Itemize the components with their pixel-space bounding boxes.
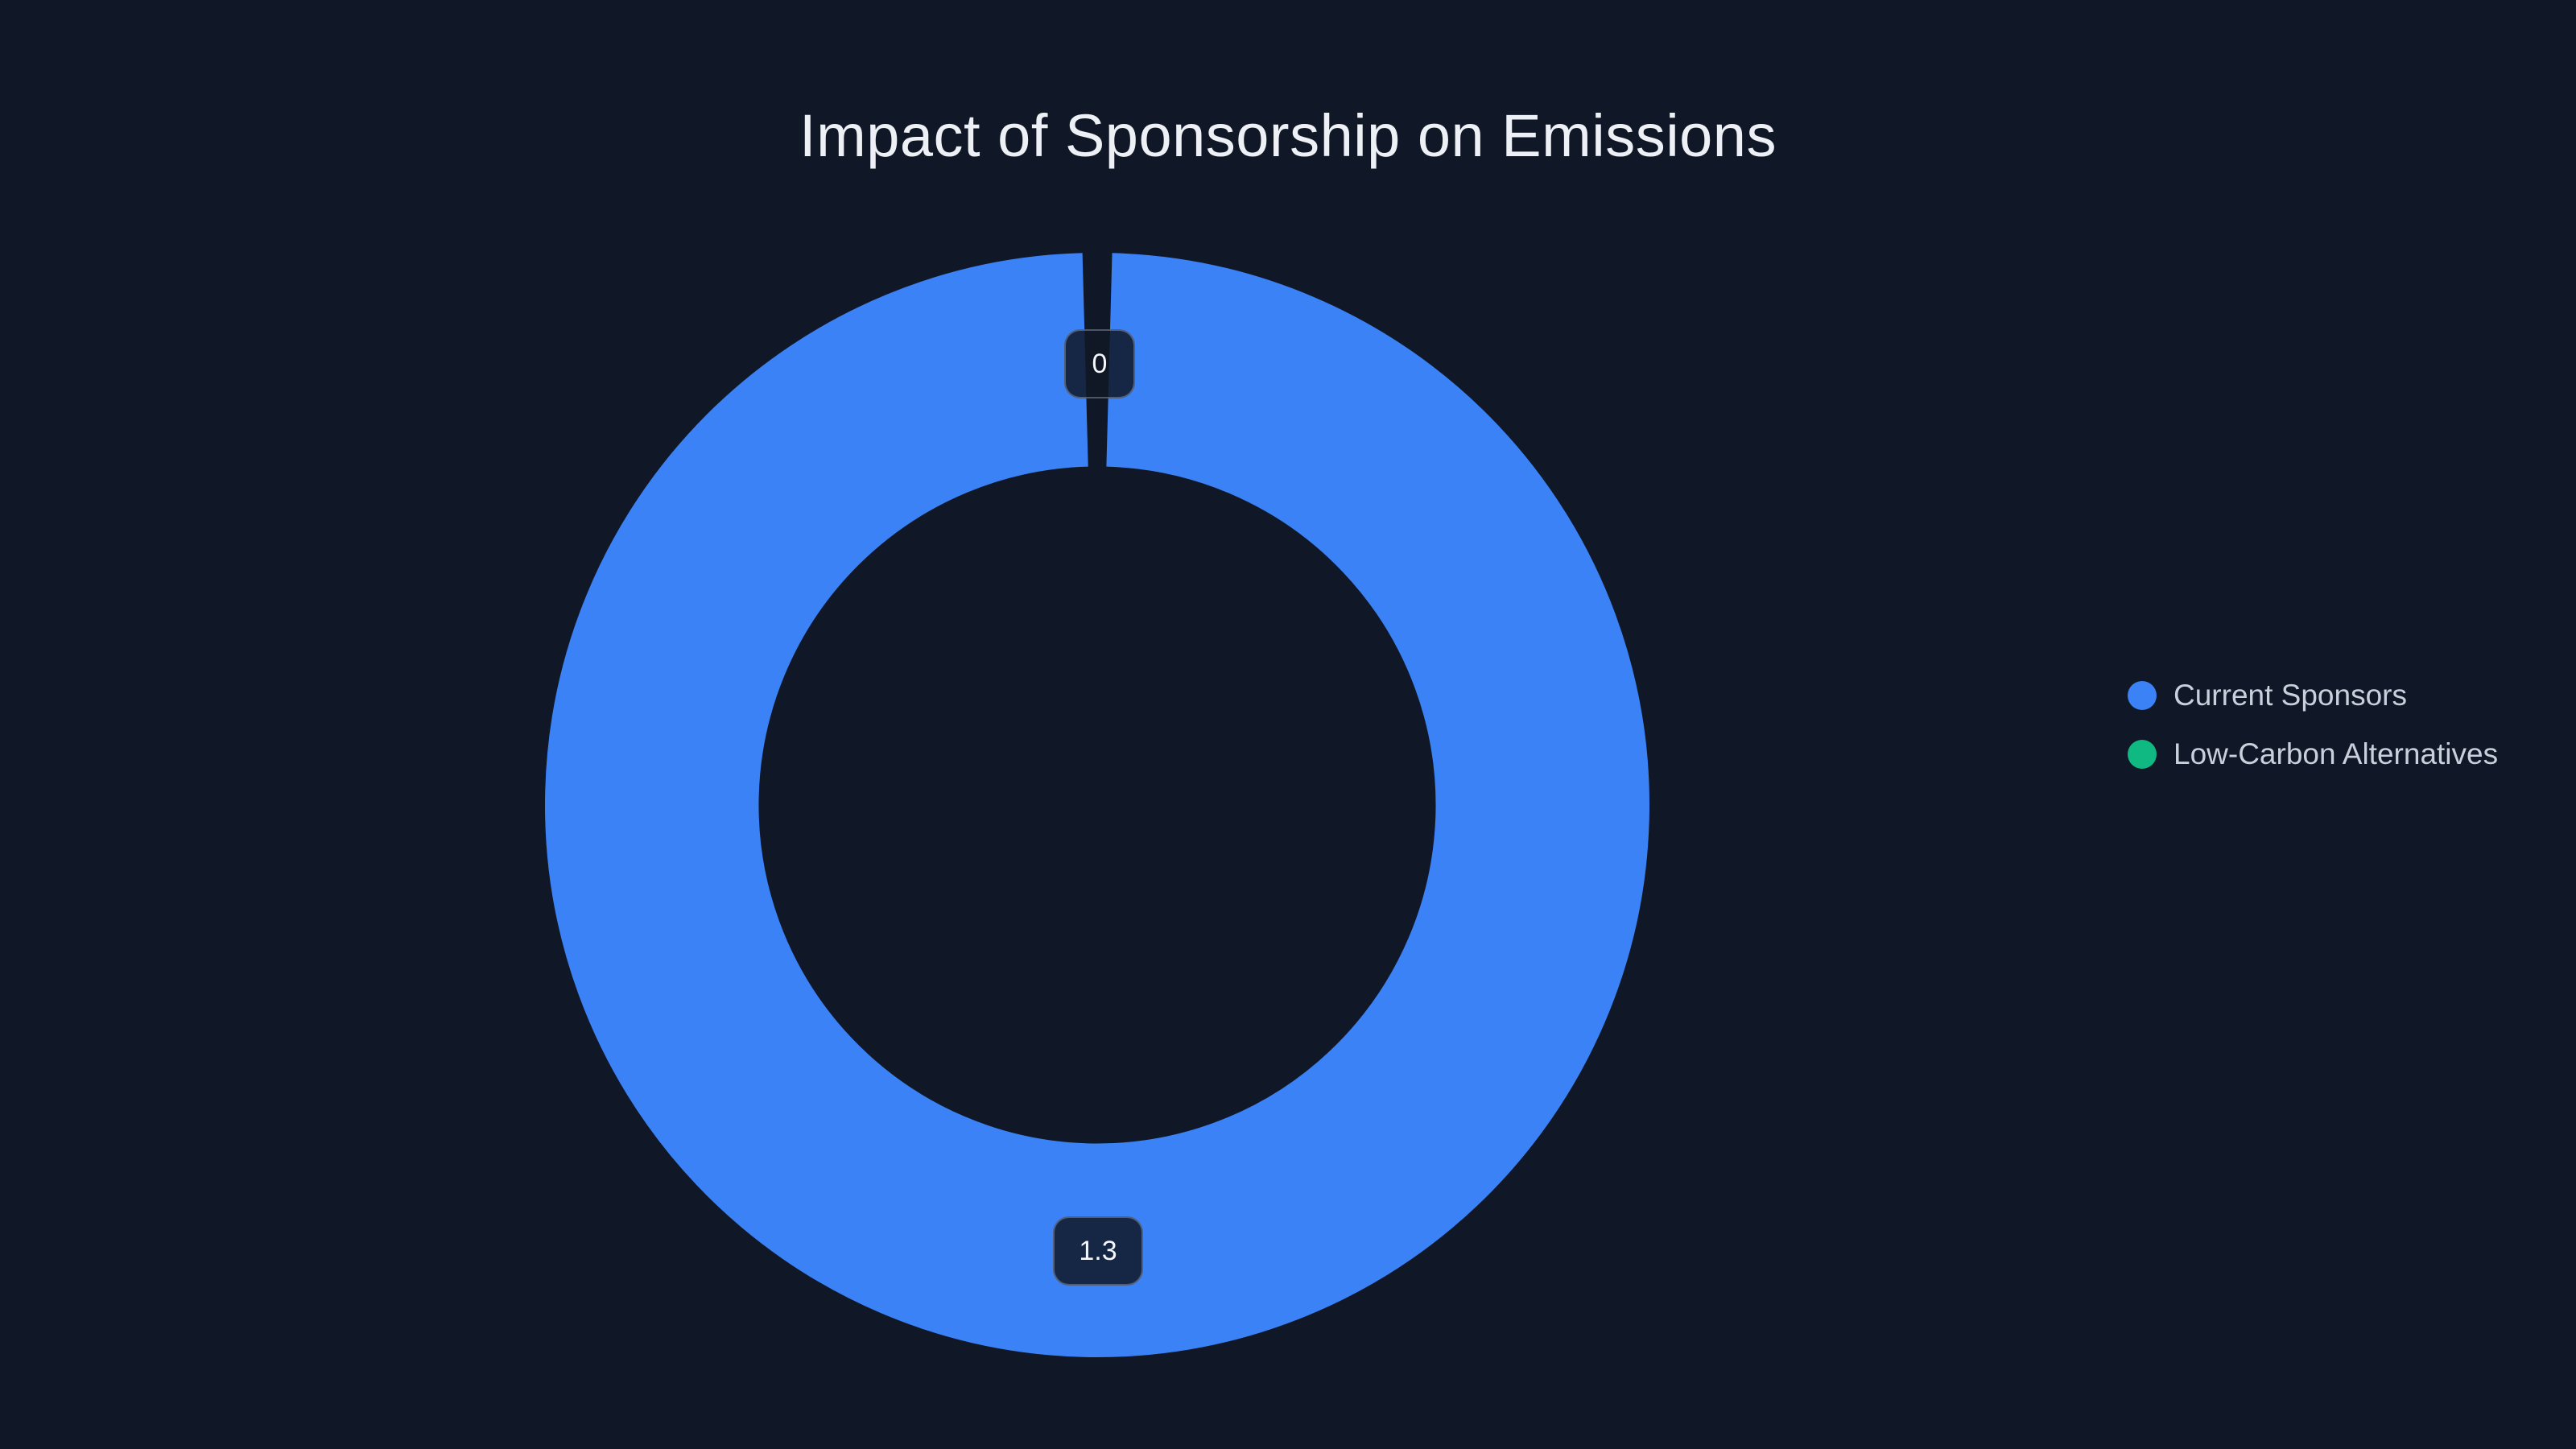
value-label-low-carbon-alternatives: 0	[1064, 329, 1135, 398]
legend-label-current-sponsors: Current Sponsors	[2174, 679, 2407, 712]
value-label-current-sponsors: 1.3	[1053, 1216, 1143, 1286]
legend-label-low-carbon-alternatives: Low-Carbon Alternatives	[2174, 737, 2499, 770]
legend-item-current-sponsors[interactable]: Current Sponsors	[2128, 678, 2498, 713]
legend-item-low-carbon-alternatives[interactable]: Low-Carbon Alternatives	[2128, 737, 2498, 772]
donut-slice-current-sponsors[interactable]	[545, 252, 1649, 1357]
legend-marker-circle-current-sponsors	[2128, 681, 2157, 710]
legend-marker-circle-low-carbon-alternatives	[2128, 740, 2157, 769]
chart-title: Impact of Sponsorship on Emissions	[799, 102, 1777, 169]
legend: Current Sponsors Low-Carbon Alternatives	[2128, 678, 2498, 795]
